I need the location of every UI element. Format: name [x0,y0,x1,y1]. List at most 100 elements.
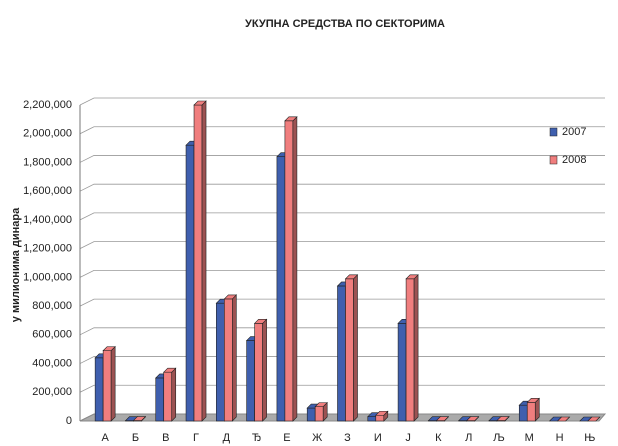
bar-front [375,414,385,422]
grid-line [79,183,605,192]
legend-swatch [549,155,558,165]
y-tick-label: 800,000 [32,300,72,312]
y-tick-label: 200,000 [32,386,72,398]
bar-top [193,100,207,106]
x-tick-label: А [101,432,109,444]
x-tick-label: Ј [405,432,411,444]
x-tick-label: Ђ [252,432,262,444]
x-tick-label: Ж [312,432,322,444]
bar [344,274,359,422]
bar-top [223,294,238,300]
x-tick-label: Л [465,432,472,444]
bar-top [314,402,328,407]
y-tick-label: 1,600,000 [23,185,72,197]
bar-top [435,416,450,422]
y-tick-label: 0 [66,415,72,427]
grid-line [79,384,605,393]
bar-side [292,116,298,422]
bar-front [306,407,316,422]
bar [375,410,389,422]
bar-top [405,274,419,280]
grid-line [79,241,605,249]
y-tick-label: 1,400,000 [23,214,72,226]
x-tick-label: И [374,432,382,444]
bar-top [253,319,268,324]
y-tick-label: 400,000 [32,357,72,369]
grid-line [79,269,605,278]
bar-top [132,416,147,421]
x-tick-label: З [344,432,351,444]
bar-side [110,345,116,422]
bar-front [163,371,173,422]
grid-line [79,212,605,221]
bar-top [587,416,601,422]
y-tick-label: 600,000 [32,329,72,341]
bar [193,100,207,422]
bar [405,274,419,422]
bar-top [102,346,116,351]
bar-top [284,116,298,122]
grid-line [79,155,605,163]
chart-title: УКУПНА СРЕДСТВА ПО СЕКТОРИМА [245,18,445,30]
x-tick-label: К [435,432,442,444]
y-tick-label: 2,200,000 [23,99,72,111]
bar [587,416,601,422]
bar-front [185,144,195,422]
bar-front [397,323,407,422]
bar [556,416,571,422]
x-tick-label: В [162,432,169,444]
y-tick-label: 1,000,000 [23,271,72,283]
y-tick-label: 1,800,000 [23,156,72,168]
bar-front [276,156,286,422]
bar-side [262,318,267,422]
bar-top [465,416,480,422]
x-tick-label: Н [556,432,564,444]
bar-front [345,278,354,422]
bar-front [314,406,324,422]
bar-front [155,377,165,422]
grid-line [79,298,605,307]
bar-front [254,323,263,422]
bar-front [526,402,536,422]
bar [465,415,480,422]
bar-top [344,274,359,280]
bar-front [405,278,415,422]
bar-front [367,416,377,422]
bar [284,116,298,422]
bar [526,397,540,422]
bar [496,415,510,422]
bar-front [518,404,528,422]
bar-front [193,104,203,422]
x-tick-label: Њ [584,432,595,444]
legend-swatch [549,127,558,137]
bar-top [526,398,540,403]
grid-line [79,327,605,336]
y-tick-label: 2,000,000 [23,128,72,140]
x-tick-label: Е [283,432,290,444]
x-tick-label: Б [132,432,139,444]
y-tick-label: 1,200,000 [23,243,72,255]
bar-side [232,294,237,422]
bar [253,318,268,422]
x-tick-label: Љ [493,432,505,444]
bar-front [246,340,255,422]
bar-side [353,274,358,422]
bar-front [94,357,104,422]
y-axis-label: у милионима динара [10,207,22,322]
bar-front [284,120,294,422]
bar-top [375,410,389,416]
bar-side [201,100,207,422]
bar-top [556,416,571,422]
bar [223,294,238,422]
x-tick-label: М [525,432,534,444]
bar-top [496,416,510,421]
bar [435,415,450,422]
bar-front [102,350,112,422]
grid-line [79,97,605,106]
x-tick-label: Г [193,432,199,444]
bar-side [171,367,177,422]
bar [163,367,177,422]
bar [132,415,147,422]
